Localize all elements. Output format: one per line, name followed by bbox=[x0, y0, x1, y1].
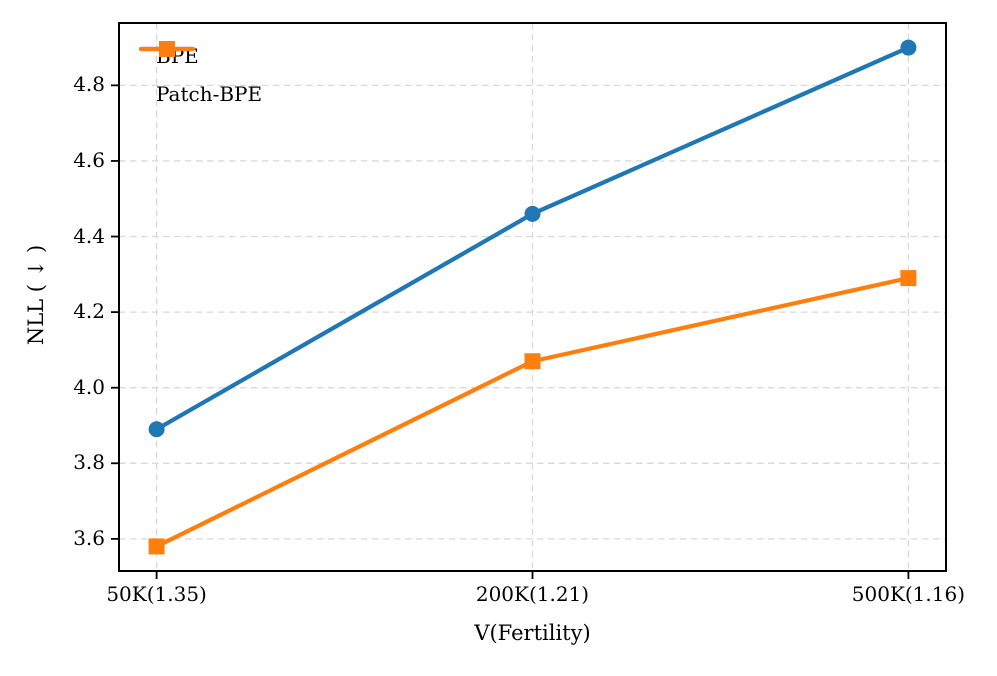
legend-label: Patch-BPE bbox=[156, 82, 263, 106]
y-tick-label: 4.4 bbox=[73, 223, 105, 248]
y-tick-label: 4.0 bbox=[73, 374, 105, 399]
y-tick-label: 4.2 bbox=[73, 299, 105, 324]
x-axis-label: V(Fertility) bbox=[474, 621, 591, 645]
x-tick-label: 200K(1.21) bbox=[475, 582, 590, 606]
legend-square-marker-icon bbox=[139, 41, 195, 57]
y-tick-label: 3.6 bbox=[73, 525, 105, 550]
y-axis-label: NLL ( ↓ ) bbox=[24, 244, 48, 346]
axis-ticks bbox=[111, 84, 910, 579]
gridlines bbox=[119, 23, 946, 571]
data-point bbox=[900, 270, 917, 287]
legend-item: Patch-BPE bbox=[139, 41, 263, 113]
data-point bbox=[524, 205, 541, 222]
x-tick-label: 500K(1.16) bbox=[851, 582, 966, 606]
legend-marker bbox=[159, 41, 175, 57]
data-point bbox=[148, 421, 165, 438]
y-tick-label: 3.8 bbox=[73, 450, 105, 475]
data-point bbox=[900, 39, 917, 56]
data-point bbox=[524, 353, 541, 370]
legend: BPE Patch-BPE bbox=[139, 37, 262, 113]
x-tick-label: 50K(1.35) bbox=[106, 582, 207, 606]
y-tick-label: 4.8 bbox=[73, 72, 105, 97]
data-point bbox=[148, 538, 165, 555]
y-tick-label: 4.6 bbox=[73, 147, 105, 172]
series-lines bbox=[148, 39, 917, 555]
